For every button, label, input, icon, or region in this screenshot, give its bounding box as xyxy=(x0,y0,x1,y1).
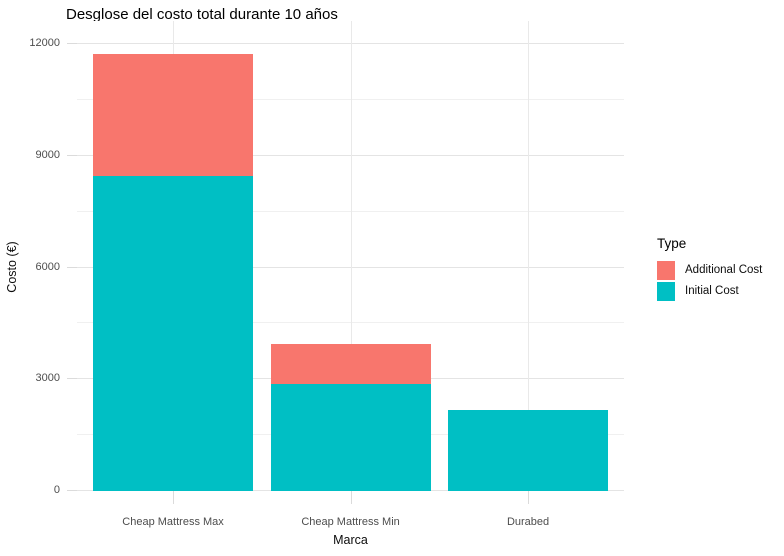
y-tick-label: 3000 xyxy=(35,372,60,385)
legend-title: Type xyxy=(657,236,687,251)
legend: Type Additional Cost Initial Cost xyxy=(657,236,762,302)
chart-title: Desglose del costo total durante 10 años xyxy=(66,6,338,23)
y-tick-mark xyxy=(67,378,77,380)
legend-label: Initial Cost xyxy=(685,285,739,297)
x-tick-mark xyxy=(350,491,352,504)
bar-segment-additional-cost xyxy=(270,343,431,384)
y-tick-mark xyxy=(67,154,77,156)
y-tick-mark xyxy=(67,43,77,45)
bar-segment-initial-cost xyxy=(448,409,609,491)
x-tick-mark xyxy=(173,491,175,504)
legend-items: Additional Cost Initial Cost xyxy=(657,260,762,301)
y-tick-mark xyxy=(67,490,77,491)
legend-swatch xyxy=(657,260,675,280)
gridline-vertical xyxy=(350,21,352,491)
y-tick-label: 6000 xyxy=(35,260,60,273)
gridline-major xyxy=(77,43,624,45)
gridline-major xyxy=(77,154,624,156)
bar-segment-initial-cost xyxy=(93,175,254,491)
legend-item-initial-cost: Initial Cost xyxy=(657,281,762,301)
gridline-minor xyxy=(77,322,624,324)
gridline-minor xyxy=(77,210,624,212)
y-tick-mark xyxy=(67,266,77,268)
x-tick-label: Cheap Mattress Min xyxy=(301,516,400,528)
x-tick-mark xyxy=(528,491,530,504)
y-tick-label: 12000 xyxy=(29,37,60,50)
y-tick-label: 9000 xyxy=(35,148,60,161)
legend-item-additional-cost: Additional Cost xyxy=(657,260,762,280)
x-tick-label: Durabed xyxy=(506,516,550,528)
x-tick-label: Cheap Mattress Max xyxy=(122,516,224,528)
bar-segment-initial-cost xyxy=(270,382,431,491)
plot-panel xyxy=(77,21,624,491)
x-axis-title: Marca xyxy=(333,533,368,547)
bar-segment-additional-cost xyxy=(93,53,254,177)
gridline-vertical xyxy=(528,21,530,491)
legend-swatch xyxy=(657,281,675,301)
y-tick-label: 0 xyxy=(53,484,60,496)
gridline-major xyxy=(77,266,624,268)
legend-label: Additional Cost xyxy=(685,264,763,276)
gridline-minor xyxy=(77,99,624,101)
